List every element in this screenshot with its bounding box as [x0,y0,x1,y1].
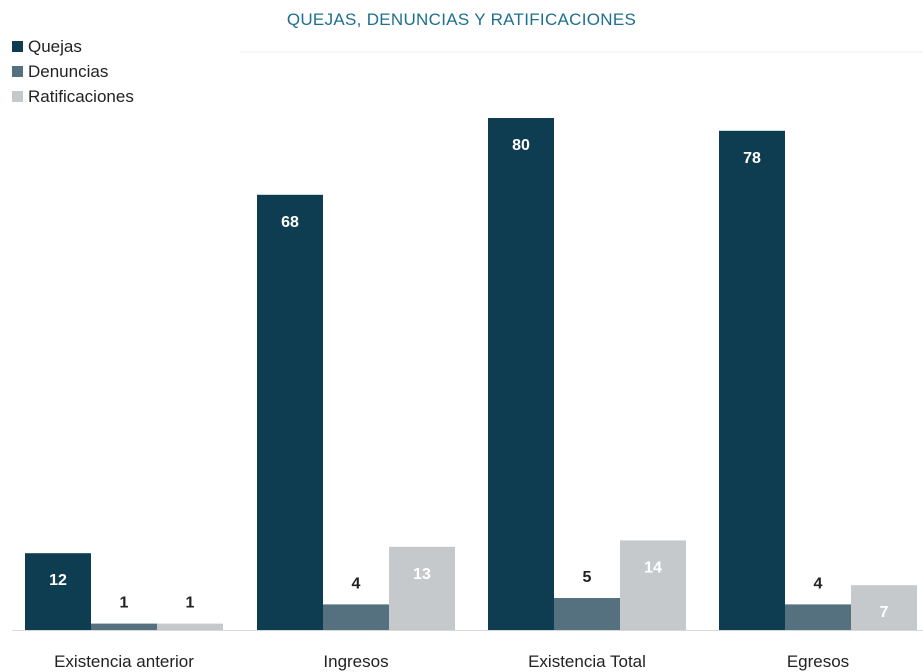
data-label-ratificaciones-existencia-total: 14 [644,559,662,576]
category-label-ingresos: Ingresos [323,652,388,671]
bar-ratificaciones-existencia-anterior [157,623,223,630]
data-label-ratificaciones-egresos: 7 [880,604,889,621]
bar-denuncias-existencia-anterior [91,623,157,630]
legend-label-ratificaciones: Ratificaciones [28,86,134,106]
legend-item-ratificaciones: Ratificaciones [12,84,134,109]
bar-quejas-egresos [719,130,785,631]
legend-label-quejas: Quejas [28,36,82,56]
bar-denuncias-existencia-total [554,598,620,630]
category-label-existencia-anterior: Existencia anterior [54,652,194,671]
data-label-denuncias-egresos: 4 [814,575,823,592]
legend-swatch-denuncias [12,66,23,77]
legend-label-denuncias: Denuncias [28,61,109,81]
data-label-quejas-ingresos: 68 [281,214,299,231]
legend-swatch-ratificaciones [12,91,23,102]
bar-quejas-existencia-anterior [25,553,91,630]
bar-ratificaciones-egresos [851,585,917,630]
data-label-denuncias-existencia-total: 5 [583,569,592,586]
legend-item-denuncias: Denuncias [12,59,134,84]
category-label-existencia-total: Existencia Total [528,652,646,671]
legend-item-quejas: Quejas [12,34,134,59]
bar-ratificaciones-ingresos [389,546,455,630]
bar-ratificaciones-existencia-total [620,540,686,630]
chart-title: QUEJAS, DENUNCIAS Y RATIFICACIONES [286,10,637,29]
data-label-quejas-existencia-total: 80 [512,137,530,154]
bar-denuncias-egresos [785,604,851,630]
bar-denuncias-ingresos [323,604,389,630]
bar-quejas-existencia-total [488,118,554,630]
data-label-denuncias-ingresos: 4 [352,575,361,592]
data-label-denuncias-existencia-anterior: 1 [120,595,129,612]
data-label-ratificaciones-existencia-anterior: 1 [186,595,195,612]
legend: Quejas Denuncias Ratificaciones [12,34,134,109]
bar-quejas-ingresos [257,194,323,631]
category-label-egresos: Egresos [787,652,849,671]
data-label-ratificaciones-ingresos: 13 [413,566,431,583]
data-label-quejas-egresos: 78 [743,150,761,167]
data-label-quejas-existencia-anterior: 12 [49,572,67,589]
legend-swatch-quejas [12,41,23,52]
